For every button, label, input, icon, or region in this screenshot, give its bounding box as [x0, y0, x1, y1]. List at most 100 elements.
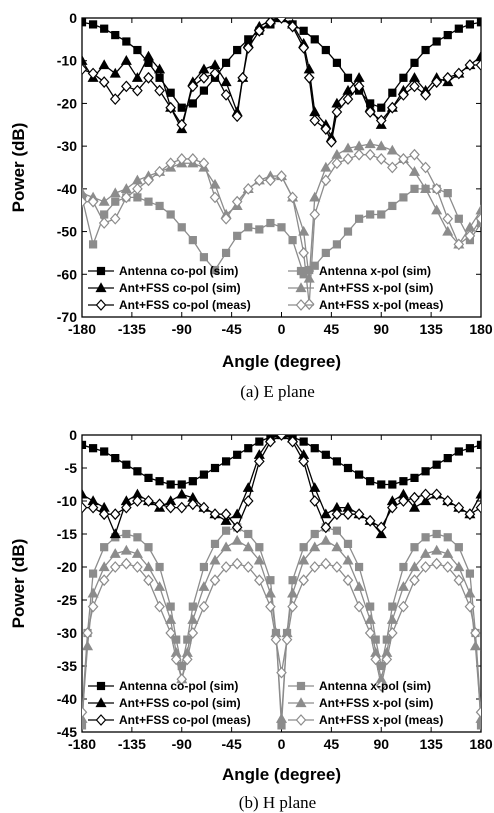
series-line: [82, 143, 481, 280]
legend-marker: [96, 681, 106, 691]
legend-label: Antenna x-pol (sim): [319, 264, 431, 278]
legend-label: Ant+FSS x-pol (sim): [319, 696, 433, 710]
data-point: [87, 587, 99, 598]
data-point: [470, 627, 481, 639]
x-tick-label: 135: [419, 321, 443, 337]
data-point: [366, 477, 375, 486]
data-point: [309, 106, 321, 117]
legend-item: Ant+FSS co-pol (sim): [88, 281, 241, 295]
data-point: [209, 554, 221, 565]
legend-label: Ant+FSS x-pol (meas): [319, 713, 443, 727]
data-point: [309, 114, 321, 127]
data-point: [431, 76, 442, 88]
data-point: [320, 521, 332, 534]
data-point: [143, 71, 154, 84]
data-point: [98, 574, 110, 587]
data-point: [166, 210, 175, 219]
data-point: [221, 526, 231, 535]
data-point: [464, 221, 476, 232]
x-tick-label: -135: [118, 321, 146, 337]
data-point: [398, 600, 409, 613]
data-point: [154, 63, 166, 74]
data-point: [310, 529, 319, 539]
legend-marker: [95, 299, 107, 311]
data-point: [122, 460, 131, 469]
data-point: [464, 587, 476, 598]
data-point: [210, 265, 220, 275]
data-point: [82, 640, 94, 651]
series-ant-fss-co-pol-sim: [82, 18, 481, 142]
data-point: [142, 50, 155, 61]
data-point: [399, 562, 408, 572]
data-point: [387, 161, 398, 174]
data-point: [244, 223, 253, 232]
y-tick-label: -60: [57, 266, 77, 282]
data-point: [177, 223, 186, 232]
data-point: [221, 58, 231, 67]
data-point: [231, 521, 243, 534]
data-point: [464, 600, 476, 613]
data-point: [255, 543, 264, 552]
data-point: [354, 214, 364, 223]
data-point: [288, 576, 297, 585]
data-point: [199, 562, 209, 572]
data-point: [342, 574, 354, 587]
data-point: [326, 135, 337, 148]
x-tick-label: 90: [373, 736, 389, 752]
figure-caption: (a) E plane: [240, 382, 315, 401]
data-point: [120, 183, 132, 193]
data-point: [399, 477, 408, 486]
data-point: [342, 142, 354, 153]
x-tick-label: 90: [373, 321, 389, 337]
data-point: [109, 93, 121, 106]
data-point: [287, 435, 298, 448]
data-point: [209, 178, 221, 189]
data-point: [198, 600, 210, 613]
chart-panel-1: -180 -135 -90 -45 0 45 90 135 180 0 -5 -10 -15 -20 -25…: [9, 427, 493, 812]
x-tick-label: 0: [278, 321, 286, 337]
data-point: [100, 543, 109, 552]
legend-marker: [95, 282, 107, 293]
data-point: [111, 454, 120, 463]
data-point: [331, 157, 343, 170]
x-tick-label: -45: [222, 736, 242, 752]
data-point: [131, 72, 143, 82]
legend-item: Ant+FSS x-pol (meas): [288, 298, 443, 312]
data-point: [432, 529, 441, 539]
data-point: [332, 58, 342, 67]
data-point: [321, 248, 330, 258]
data-point: [353, 80, 365, 93]
data-point: [132, 84, 143, 97]
legend-item: Antenna co-pol (sim): [88, 264, 238, 278]
legend-label: Ant+FSS co-pol (sim): [119, 696, 241, 710]
data-point: [264, 587, 276, 598]
data-point: [375, 140, 387, 151]
data-point: [198, 157, 210, 170]
data-point: [287, 600, 298, 613]
legend-item: Antenna x-pol (sim): [288, 264, 431, 278]
x-tick-label: 180: [469, 321, 493, 337]
y-tick-label: 0: [69, 427, 77, 443]
data-point: [464, 508, 476, 521]
legend-marker: [295, 282, 307, 293]
data-point: [181, 653, 193, 666]
data-point: [431, 488, 442, 501]
data-point: [298, 574, 309, 587]
data-point: [377, 103, 386, 112]
data-point: [409, 574, 420, 587]
data-point: [469, 640, 481, 651]
data-point: [303, 298, 315, 311]
data-point: [188, 477, 197, 486]
y-tick-label: -20: [57, 559, 77, 575]
data-point: [276, 666, 287, 679]
data-point: [421, 533, 430, 542]
data-point: [476, 440, 481, 449]
y-tick-label: -35: [57, 658, 77, 674]
data-point: [375, 679, 387, 692]
data-point: [388, 88, 397, 97]
data-point: [121, 80, 132, 93]
data-point: [120, 544, 132, 555]
data-point: [143, 174, 154, 187]
data-point: [343, 539, 353, 549]
data-point: [288, 236, 297, 245]
